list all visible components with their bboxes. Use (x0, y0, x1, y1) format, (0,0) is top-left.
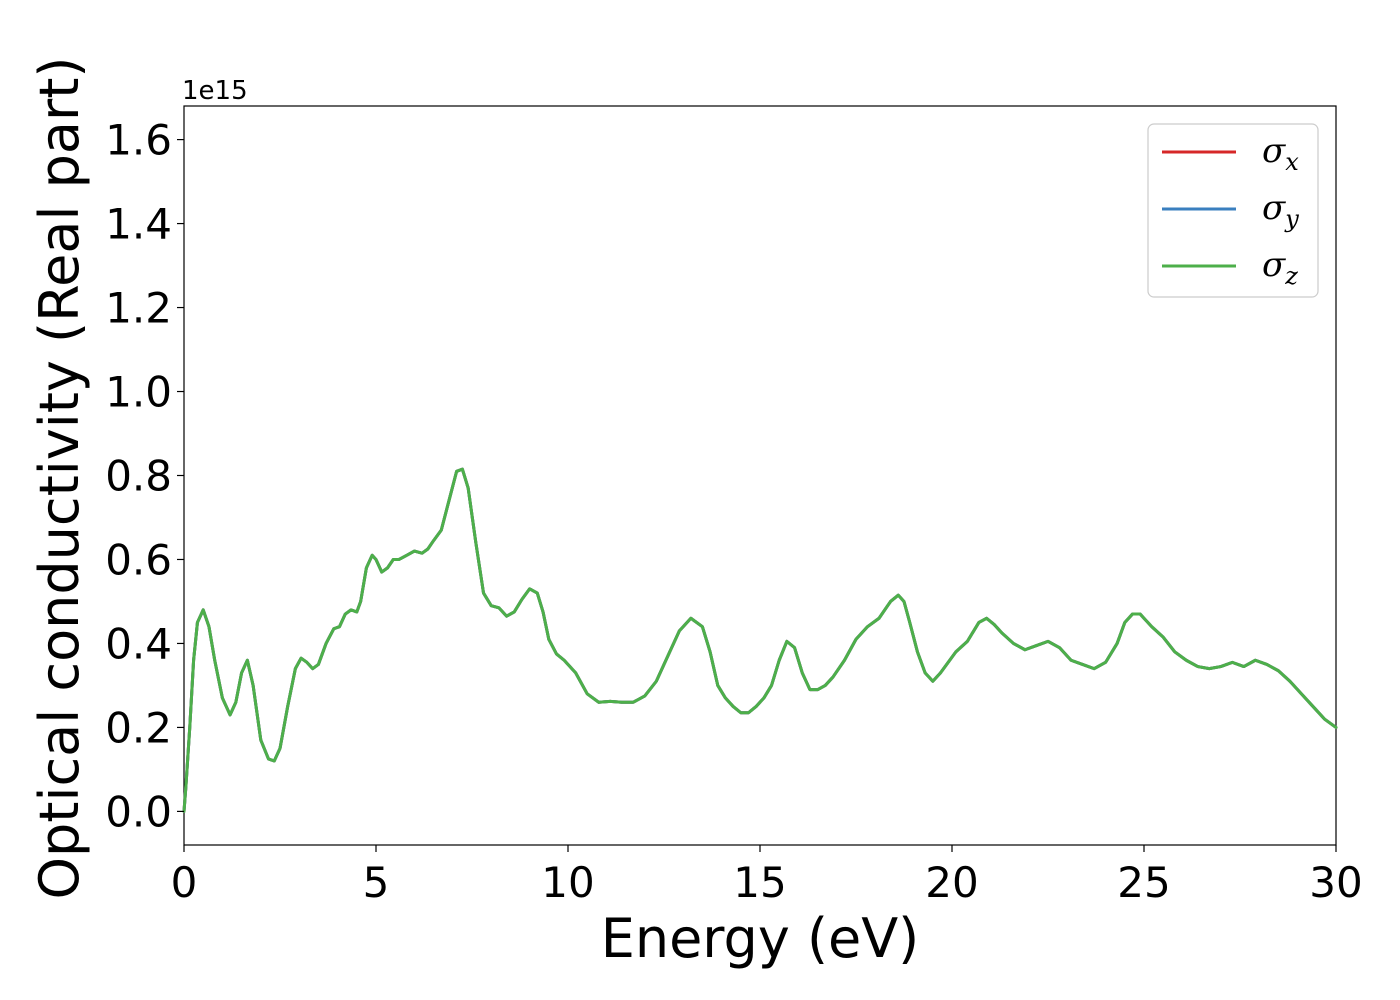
y-tick-label: 1.0 (105, 368, 172, 417)
y-tick-label: 0.4 (105, 619, 172, 668)
y-tick-label: 1.2 (105, 284, 172, 333)
x-tick-label: 20 (925, 858, 978, 907)
y-axis-offset-text: 1e15 (182, 76, 248, 106)
plot-frame (183, 105, 1337, 846)
legend: σx σy σz (1147, 123, 1319, 298)
x-tick-label: 0 (171, 858, 198, 907)
x-tick-label: 15 (733, 858, 786, 907)
y-axis-label: Optical conductivity (Real part) (28, 57, 91, 900)
x-tick-label: 10 (541, 858, 594, 907)
x-axis-ticks: 0 5 10 15 20 25 30 (171, 845, 1363, 907)
y-tick-label: 0.2 (105, 703, 172, 752)
legend-label-y: σy (1262, 188, 1299, 233)
y-tick-label: 0.0 (105, 787, 172, 836)
x-tick-label: 25 (1117, 858, 1170, 907)
plot-area (183, 105, 1337, 846)
x-tick-label: 30 (1309, 858, 1362, 907)
x-axis-label: Energy (eV) (601, 907, 920, 970)
series-line-z (182, 467, 1338, 813)
y-tick-label: 1.4 (105, 200, 172, 249)
x-tick-label: 5 (363, 858, 390, 907)
y-tick-label: 0.8 (105, 452, 172, 501)
legend-label-x: σx (1262, 131, 1299, 176)
y-tick-label: 1.6 (105, 116, 172, 165)
legend-label-z: σz (1262, 245, 1298, 290)
y-axis-ticks: 0.0 0.2 0.4 0.6 0.8 1.0 1.2 1.4 1.6 (105, 116, 184, 836)
y-tick-label: 0.6 (105, 535, 172, 584)
series-layer (182, 467, 1338, 813)
